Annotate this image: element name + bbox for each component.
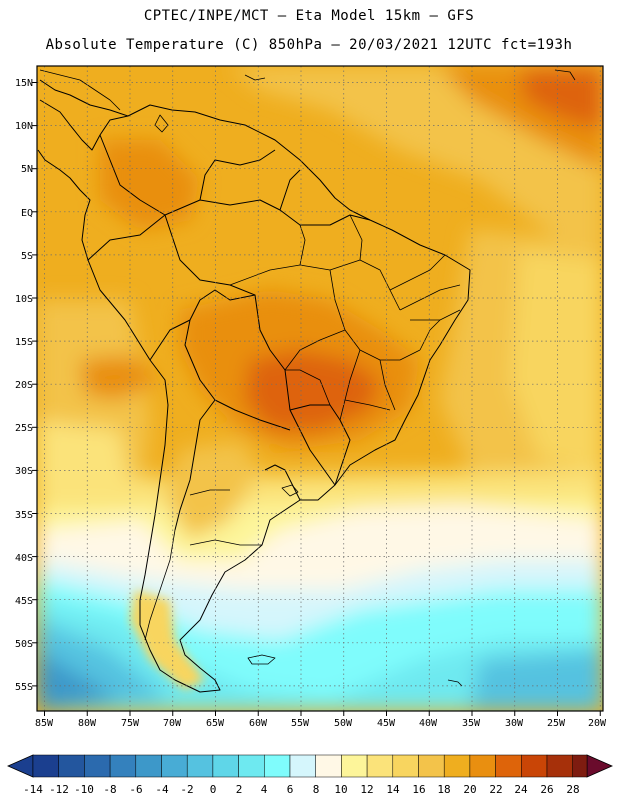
map-title-line1: CPTEC/INPE/MCT – Eta Model 15km – GFS bbox=[143, 8, 475, 24]
lon-label: 40W bbox=[419, 718, 438, 729]
colorbar: -14 -12 -10 -8 -6 -4 -2 0 2 4 6 8 10 12 … bbox=[7, 754, 613, 796]
colorbar-bin bbox=[469, 754, 496, 778]
lat-label: 35S bbox=[15, 510, 33, 521]
axis-ticks bbox=[32, 82, 601, 716]
lon-label: 65W bbox=[206, 718, 225, 729]
colorbar-label: -8 bbox=[103, 783, 116, 796]
colorbar-label: -10 bbox=[74, 783, 94, 796]
lat-label: 40S bbox=[15, 553, 33, 564]
lat-label: 5N bbox=[21, 164, 33, 175]
map-title-line2: Absolute Temperature (C) 850hPa – 20/03/… bbox=[45, 37, 573, 53]
colorbar-bin bbox=[418, 754, 445, 778]
colorbar-bin bbox=[161, 754, 188, 778]
colorbar-bin bbox=[289, 754, 316, 778]
lat-label: 30S bbox=[15, 466, 33, 477]
colorbar-bin bbox=[32, 754, 59, 778]
latitude-axis: 15N 10N 5N EQ 5S 10S 15S 20S 25S 30S 35S… bbox=[15, 78, 33, 693]
colorbar-label: 10 bbox=[334, 783, 347, 796]
colorbar-label: 20 bbox=[463, 783, 476, 796]
colorbar-label: 18 bbox=[437, 783, 450, 796]
lat-label: 15N bbox=[15, 78, 33, 89]
lon-label: 70W bbox=[163, 718, 182, 729]
colorbar-bin bbox=[264, 754, 291, 778]
colorbar-bin bbox=[546, 754, 573, 778]
lon-label: 60W bbox=[249, 718, 268, 729]
colorbar-label: 12 bbox=[360, 783, 373, 796]
lat-label: 10S bbox=[15, 294, 33, 305]
colorbar-bin bbox=[135, 754, 162, 778]
colorbar-bin bbox=[341, 754, 368, 778]
country-borders bbox=[37, 69, 576, 693]
lon-label: 35W bbox=[462, 718, 481, 729]
longitude-axis: 85W 80W 75W 70W 65W 60W 55W 50W 45W 40W … bbox=[35, 718, 607, 729]
colorbar-bin bbox=[443, 754, 471, 778]
colorbar-label: 24 bbox=[514, 783, 528, 796]
colorbar-label: -2 bbox=[180, 783, 193, 796]
colorbar-bin bbox=[315, 754, 342, 778]
lon-label: 25W bbox=[547, 718, 566, 729]
colorbar-bin bbox=[572, 754, 588, 778]
lon-label: 30W bbox=[505, 718, 524, 729]
colorbar-bin bbox=[366, 754, 394, 778]
temperature-field bbox=[37, 66, 603, 711]
colorbar-arrow-left bbox=[7, 754, 34, 778]
colorbar-label: 16 bbox=[412, 783, 425, 796]
lat-label: EQ bbox=[21, 208, 33, 219]
lat-label: 45S bbox=[15, 596, 33, 607]
colorbar-label: -6 bbox=[129, 783, 142, 796]
colorbar-label: 0 bbox=[210, 783, 217, 796]
colorbar-bin bbox=[212, 754, 239, 778]
map-frame bbox=[36, 65, 604, 712]
colorbar-label: 4 bbox=[261, 783, 268, 796]
lon-label: 20W bbox=[588, 718, 607, 729]
colorbar-bin bbox=[238, 754, 265, 778]
colorbar-label: -12 bbox=[49, 783, 69, 796]
lon-label: 85W bbox=[35, 718, 54, 729]
colorbar-bin bbox=[521, 754, 548, 778]
colorbar-bin bbox=[392, 754, 419, 778]
lon-label: 80W bbox=[78, 718, 97, 729]
colorbar-bin bbox=[495, 754, 522, 778]
lat-label: 15S bbox=[15, 337, 33, 348]
lon-label: 45W bbox=[377, 718, 396, 729]
lat-label: 20S bbox=[15, 380, 33, 391]
colorbar-bin bbox=[58, 754, 85, 778]
colorbar-bin bbox=[84, 754, 111, 778]
lat-label: 5S bbox=[21, 251, 33, 262]
colorbar-label: 8 bbox=[313, 783, 320, 796]
colorbar-label: 26 bbox=[540, 783, 553, 796]
lat-label: 25S bbox=[15, 423, 33, 434]
colorbar-bin bbox=[186, 754, 214, 778]
lon-label: 75W bbox=[121, 718, 140, 729]
colorbar-label: -14 bbox=[23, 783, 43, 796]
lat-label: 10N bbox=[15, 121, 33, 132]
colorbar-label: -4 bbox=[155, 783, 169, 796]
colorbar-label: 28 bbox=[566, 783, 579, 796]
colorbar-label: 6 bbox=[287, 783, 294, 796]
colorbar-arrow-right bbox=[586, 754, 613, 778]
lat-label: 55S bbox=[15, 682, 33, 693]
lon-label: 50W bbox=[334, 718, 353, 729]
colorbar-label: 2 bbox=[236, 783, 243, 796]
colorbar-bin bbox=[109, 754, 137, 778]
lon-label: 55W bbox=[291, 718, 310, 729]
colorbar-label: 22 bbox=[489, 783, 502, 796]
lat-label: 50S bbox=[15, 639, 33, 650]
colorbar-label: 14 bbox=[386, 783, 400, 796]
